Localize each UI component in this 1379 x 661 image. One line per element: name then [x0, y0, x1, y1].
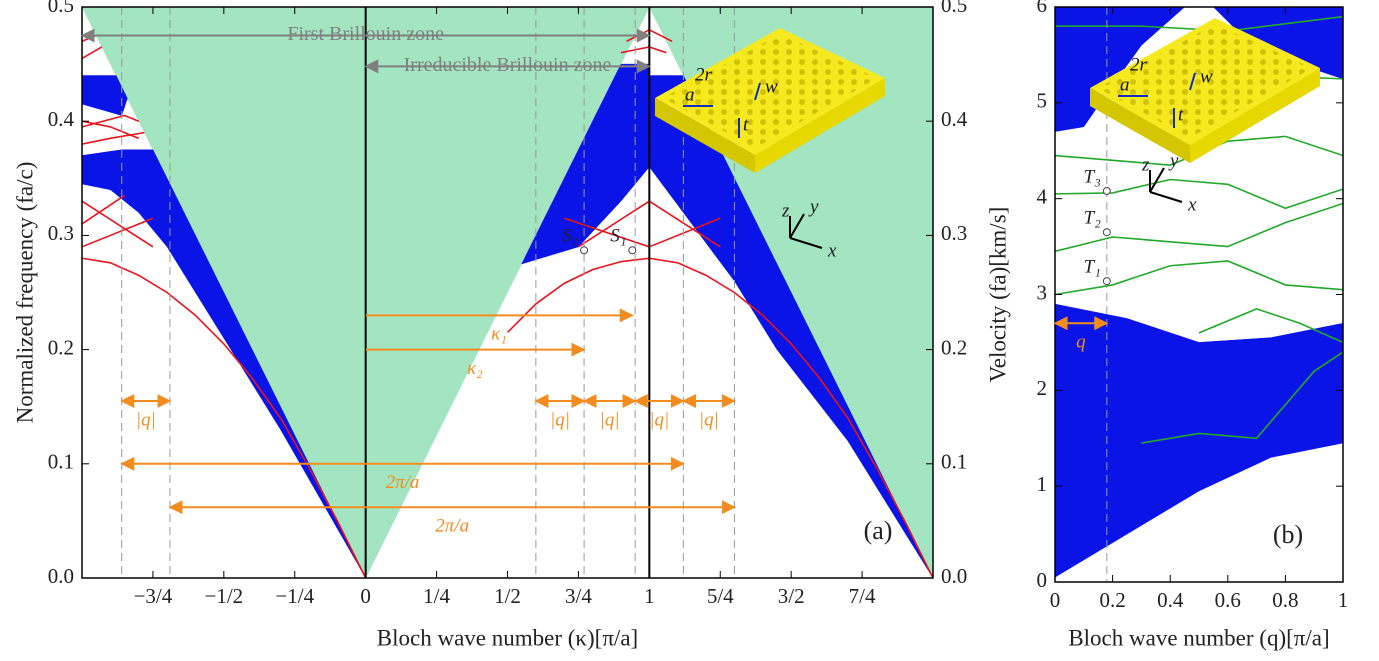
- point-label: S₁: [610, 226, 626, 247]
- inset-label: 2r: [1130, 54, 1148, 75]
- inset-label: w: [765, 76, 778, 97]
- x-tick-label: 3/4: [565, 584, 592, 608]
- marked-point: [629, 247, 636, 254]
- x-tick-label: 1: [644, 584, 655, 608]
- y-tick-label: 0.4: [48, 107, 75, 131]
- arrow-label: |q|: [550, 409, 570, 430]
- x-tick-label: 0.2: [1099, 588, 1125, 612]
- y-tick-label: 0: [1037, 568, 1048, 592]
- arrow-label: |q|: [699, 409, 719, 430]
- panel-label: (a): [864, 516, 893, 545]
- arrow-label: |q|: [136, 409, 156, 430]
- y-tick-label: 1: [1037, 472, 1048, 496]
- x-tick-label: 5/4: [707, 584, 734, 608]
- y-tick-label: 0.0: [48, 564, 74, 588]
- y-tick-label: 2: [1037, 376, 1048, 400]
- y-tick-label-right: 0.1: [941, 450, 967, 474]
- x-tick-label: 0.6: [1215, 588, 1241, 612]
- x-axis-label: Bloch wave number (κ)[π/a]: [377, 625, 638, 650]
- marked-point: [1103, 278, 1110, 285]
- inset-label: a: [1120, 74, 1130, 95]
- page: −3/4 −1/2 −1/4 0 1/4 1/2 3/4 1 5/4 3/2 7/4 0.0 0.0 0.…: [0, 0, 1379, 661]
- x-tick-label: 0: [360, 584, 371, 608]
- y-tick-label: 0.1: [48, 450, 74, 474]
- band-curve: [82, 218, 153, 247]
- x-tick-label: 1/4: [423, 584, 450, 608]
- y-tick-label: 0.5: [48, 0, 74, 17]
- marked-point: [1103, 188, 1110, 195]
- panel-label: (b): [1273, 520, 1303, 549]
- triad-axis: [1150, 192, 1182, 202]
- arrow-label: |q|: [600, 409, 620, 430]
- arrow-label: 2π/a: [435, 516, 469, 537]
- band-curve: [82, 195, 125, 224]
- x-tick-label: −1/4: [275, 584, 314, 608]
- arrow-label: First Brillouin zone: [287, 23, 444, 45]
- x-tick-label: 0.4: [1157, 588, 1184, 612]
- x-tick-label: −1/2: [204, 584, 243, 608]
- marked-point: [1103, 229, 1110, 236]
- y-tick-label-right: 0.5: [941, 0, 967, 17]
- inset-label: w: [1200, 66, 1213, 87]
- x-tick-label: −3/4: [134, 584, 173, 608]
- y-tick-label: 4: [1037, 184, 1048, 208]
- x-axis-label: Bloch wave number (q)[π/a]: [1068, 625, 1329, 650]
- x-tick-label: 1: [1338, 588, 1349, 612]
- y-axis-label: Normalized frequency (fa/c): [12, 162, 37, 424]
- point-label: T₂: [1084, 208, 1102, 229]
- triad-axis: [1150, 168, 1164, 192]
- point-label: S₂: [562, 226, 579, 247]
- y-tick-label-right: 0.2: [941, 335, 967, 359]
- triad-label: z: [781, 200, 790, 221]
- inset-label: t: [743, 114, 749, 135]
- arrow-label: |q|: [649, 409, 669, 430]
- y-tick-label: 6: [1037, 0, 1048, 17]
- x-tick-label: 0.8: [1272, 588, 1298, 612]
- band-curve: [82, 115, 139, 126]
- y-axis-label: Velocity (fa)[km/s]: [985, 207, 1010, 383]
- arrow-label: Irreducible Brillouin zone: [404, 54, 612, 76]
- y-tick-label-right: 0.0: [941, 564, 967, 588]
- band-curve: [508, 258, 650, 332]
- y-tick-label-right: 0.3: [941, 221, 967, 245]
- arrow-label: 2π/a: [386, 472, 420, 493]
- figure: −3/4 −1/2 −1/4 0 1/4 1/2 3/4 1 5/4 3/2 7/4 0.0 0.0 0.…: [0, 0, 1379, 661]
- x-tick-label: 3/2: [778, 584, 805, 608]
- x-tick-label: 0: [1050, 588, 1061, 612]
- triad-label: y: [1168, 150, 1179, 171]
- triad-label: x: [827, 240, 837, 261]
- arrow-label: q: [1076, 332, 1086, 353]
- y-tick-label: 5: [1037, 89, 1048, 113]
- x-tick-label: 1/2: [494, 584, 521, 608]
- y-tick-label: 0.3: [48, 221, 74, 245]
- band-curve: [82, 133, 144, 144]
- inset-label: 2r: [695, 64, 713, 85]
- point-label: T₁: [1084, 256, 1101, 277]
- arrow-label: κ₂: [467, 358, 483, 379]
- triad-label: z: [1141, 154, 1150, 175]
- point-label: T₃: [1084, 166, 1101, 187]
- y-tick-label-right: 0.4: [941, 107, 968, 131]
- x-tick-label: 7/4: [849, 584, 876, 608]
- triad-label: x: [1187, 194, 1197, 215]
- triad-label: y: [808, 196, 819, 217]
- inset-label: a: [685, 84, 695, 105]
- marked-point: [581, 247, 588, 254]
- y-tick-label: 3: [1037, 280, 1048, 304]
- inset-label: t: [1178, 104, 1184, 125]
- y-tick-label: 0.2: [48, 335, 74, 359]
- arrow-label: κ₁: [491, 324, 507, 345]
- band-curve: [82, 47, 102, 58]
